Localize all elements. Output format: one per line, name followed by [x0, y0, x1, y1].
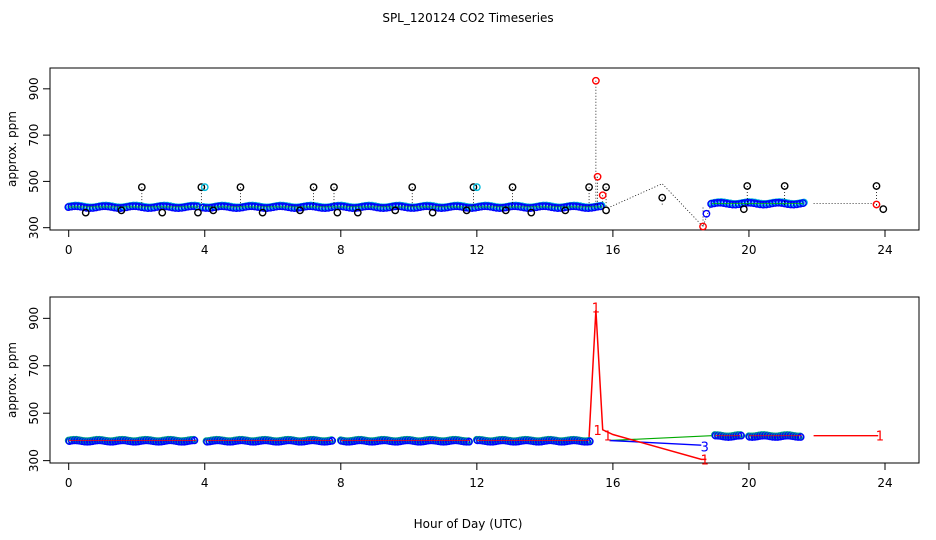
top-outlier-black	[469, 183, 478, 192]
bottom-baseline-point-blue	[796, 433, 805, 441]
top-outlier-red	[699, 222, 707, 231]
top-outlier-black	[197, 183, 206, 192]
bottom-channel-label: 1	[592, 302, 600, 317]
top-outlier-black	[658, 193, 667, 202]
top-gap-line	[607, 183, 712, 228]
top-outlier-black	[408, 183, 417, 192]
bottom-y-tick-label: 700	[27, 354, 41, 377]
top-outlier-cyan	[200, 183, 209, 192]
top-y-tick-label: 500	[27, 170, 41, 193]
top-low-point	[428, 208, 437, 217]
top-y-axis-label: approx. ppm	[5, 111, 19, 187]
top-low-point	[879, 205, 888, 214]
top-low-point	[353, 208, 362, 217]
top-low-point	[117, 206, 126, 215]
bottom-baseline-point-blue	[465, 437, 473, 446]
top-outlier-black	[585, 183, 593, 192]
top-outlier-black	[743, 182, 752, 190]
bottom-blue-line	[609, 439, 702, 446]
top-baseline-point-ch1	[189, 202, 198, 211]
top-low-point	[194, 208, 202, 217]
bottom-channel-label: 3	[701, 440, 709, 455]
top-low-point	[527, 208, 536, 217]
bottom-y-tick-label: 300	[27, 449, 41, 472]
top-outlier-red	[872, 200, 881, 209]
chart-title: SPL_120124 CO2 Timeseries	[382, 11, 553, 25]
top-x-tick-label: 20	[741, 243, 756, 257]
bottom-x-tick-label: 20	[741, 476, 756, 490]
top-outlier-red	[593, 172, 602, 181]
top-low-point	[258, 208, 267, 217]
top-x-tick-label: 12	[469, 243, 484, 257]
top-low-point	[209, 206, 218, 215]
top-outlier-red	[591, 76, 600, 85]
top-low-point	[602, 206, 610, 215]
top-gap-point-blue	[702, 209, 711, 218]
bottom-y-tick-label: 900	[27, 307, 41, 330]
bottom-channel-label: 1	[876, 430, 884, 445]
top-outlier-black	[602, 183, 610, 192]
bottom-x-tick-label: 8	[337, 476, 345, 490]
top-outlier-black	[236, 183, 245, 192]
top-outlier-black	[872, 182, 881, 190]
top-x-tick-label: 16	[605, 243, 620, 257]
bottom-axes: 0 4 8 12 16 20 24 300 500 700 900	[27, 307, 893, 490]
bottom-baseline-point-blue	[585, 437, 594, 446]
top-series	[64, 76, 888, 231]
bottom-x-tick-label: 4	[201, 476, 209, 490]
top-outlier-red	[598, 191, 607, 200]
top-outlier-black	[137, 183, 146, 192]
top-outlier-black	[330, 183, 338, 192]
bottom-x-tick-label: 16	[605, 476, 620, 490]
top-y-tick-label: 300	[27, 216, 41, 239]
bottom-spike-line	[588, 309, 707, 461]
top-low-point	[333, 208, 342, 217]
top-outlier-black	[780, 182, 789, 190]
top-x-tick-label: 8	[337, 243, 345, 257]
bottom-x-tick-label: 24	[877, 476, 892, 490]
top-low-point	[158, 208, 167, 217]
top-y-tick-label: 900	[27, 77, 41, 100]
bottom-y-axis-label: approx. ppm	[5, 342, 19, 418]
top-outlier-cyan	[472, 183, 481, 192]
top-low-point	[739, 205, 748, 214]
bottom-green-line	[609, 435, 712, 442]
top-x-tick-label: 0	[65, 243, 73, 257]
top-outlier-black	[309, 183, 318, 192]
top-low-point	[81, 208, 90, 217]
bottom-channel-label: 1	[701, 453, 709, 468]
top-outlier-black	[508, 183, 517, 192]
top-y-tick-label: 700	[27, 124, 41, 147]
x-axis-label: Hour of Day (UTC)	[414, 517, 523, 531]
top-low-point	[561, 206, 570, 215]
bottom-x-tick-label: 12	[469, 476, 484, 490]
bottom-x-tick-label: 0	[65, 476, 73, 490]
bottom-channel-label: 1	[593, 424, 601, 439]
top-low-point	[501, 206, 510, 215]
top-low-point	[296, 206, 304, 215]
top-low-point	[391, 206, 400, 215]
top-plot-area	[49, 67, 920, 231]
top-x-tick-label: 24	[877, 243, 892, 257]
top-low-point	[462, 206, 471, 215]
top-x-tick-label: 4	[201, 243, 209, 257]
bottom-channel-label: 1	[604, 430, 612, 445]
top-axes: 0 4 8 12 16 20 24 300 500 700 900	[27, 77, 893, 257]
bottom-y-tick-label: 500	[27, 402, 41, 425]
bottom-plot-area	[49, 296, 920, 464]
top-baseline-point-ch1	[596, 202, 605, 211]
